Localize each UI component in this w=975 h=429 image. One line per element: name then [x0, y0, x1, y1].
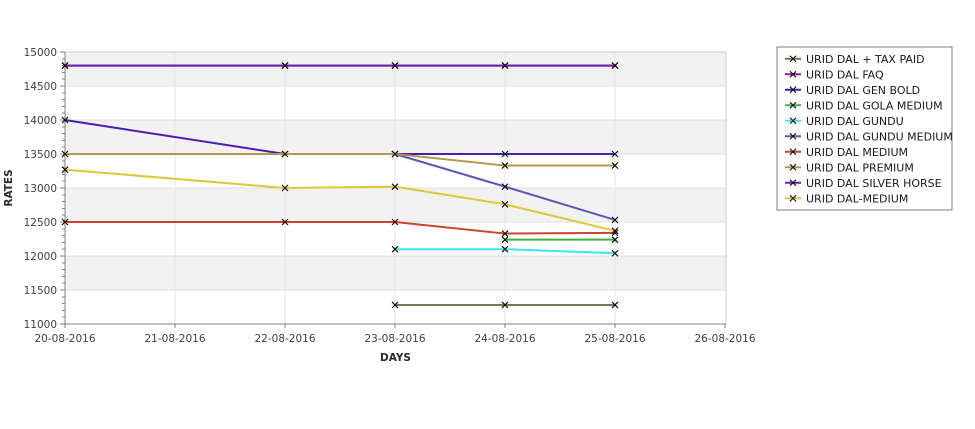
data-point-marker	[391, 62, 399, 70]
series-3-urid-dal-gola-medium	[501, 236, 619, 244]
data-point-marker	[789, 70, 797, 78]
data-point-marker	[611, 236, 619, 244]
series-9-urid-dal-medium	[61, 166, 619, 235]
y-axis-tick-label: 14500	[24, 81, 57, 93]
y-axis-tick-label: 11000	[24, 319, 57, 331]
data-point-marker	[789, 194, 797, 202]
data-point-marker	[611, 227, 619, 235]
legend-label: URID DAL FAQ	[806, 68, 884, 81]
legend-item-urid-dal-gola-medium: URID DAL GOLA MEDIUM	[785, 99, 943, 112]
x-axis-tick-label: 20-08-2016	[34, 333, 95, 345]
data-point-marker	[789, 117, 797, 125]
x-axis-tick-label: 24-08-2016	[474, 333, 535, 345]
legend-label: URID DAL MEDIUM	[806, 146, 908, 159]
x-axis-title: DAYS	[380, 352, 411, 364]
data-point-marker	[501, 200, 509, 208]
data-point-marker	[281, 62, 289, 70]
x-axis-tick-label: 22-08-2016	[254, 333, 315, 345]
legend-item-urid-dal-premium: URID DAL PREMIUM	[785, 161, 914, 174]
data-point-marker	[611, 62, 619, 70]
data-point-marker	[61, 62, 69, 70]
legend-item-urid-dal-silver-horse: URID DAL SILVER HORSE	[785, 177, 942, 190]
series-4-urid-dal-gundu	[391, 245, 619, 257]
data-point-marker	[789, 179, 797, 187]
data-point-marker	[501, 236, 509, 244]
data-point-marker	[789, 132, 797, 140]
data-point-marker	[611, 249, 619, 257]
legend-item-urid-dal-tax-paid: URID DAL + TAX PAID	[785, 53, 925, 66]
data-point-marker	[501, 62, 509, 70]
data-point-marker	[611, 162, 619, 169]
legend-item-urid-dal-medium: URID DAL-MEDIUM	[785, 192, 908, 205]
data-point-marker	[391, 218, 399, 226]
x-axis-tick-label: 21-08-2016	[144, 333, 205, 345]
y-axis-tick-label: 15000	[24, 47, 57, 59]
data-point-marker	[281, 218, 289, 226]
data-point-marker	[281, 184, 289, 192]
data-point-marker	[281, 150, 289, 158]
data-point-marker	[501, 245, 509, 253]
data-point-marker	[611, 301, 619, 309]
data-point-marker	[61, 218, 69, 226]
legend-label: URID DAL GEN BOLD	[806, 84, 920, 97]
y-axis-tick-label: 12000	[24, 251, 57, 263]
data-point-marker	[501, 183, 509, 191]
data-point-marker	[789, 148, 797, 156]
data-point-marker	[789, 86, 797, 94]
legend-item-urid-dal-faq: URID DAL FAQ	[785, 68, 884, 81]
data-point-marker	[501, 230, 509, 237]
legend-label: URID DAL PREMIUM	[806, 161, 914, 174]
data-point-marker	[391, 245, 399, 253]
y-axis-tick-label: 11500	[24, 285, 57, 297]
data-point-marker	[61, 166, 69, 174]
x-axis-tick-label: 26-08-2016	[694, 333, 755, 345]
data-point-marker	[61, 150, 69, 158]
data-point-marker	[61, 116, 69, 124]
series-6-urid-dal-medium	[61, 218, 619, 237]
series-8-urid-dal-silver-horse	[61, 62, 619, 70]
y-axis-tick-label: 13000	[24, 183, 57, 195]
legend-label: URID DAL GUNDU MEDIUM	[806, 130, 953, 143]
legend-item-urid-dal-gen-bold: URID DAL GEN BOLD	[785, 84, 920, 97]
legend-item-urid-dal-medium: URID DAL MEDIUM	[785, 146, 908, 159]
series-0-urid-dal-tax-paid	[391, 301, 619, 309]
data-point-marker	[789, 163, 797, 171]
x-axis-tick-label: 23-08-2016	[364, 333, 425, 345]
y-axis-tick-label: 13500	[24, 149, 57, 161]
data-point-marker	[501, 162, 509, 169]
legend-label: URID DAL SILVER HORSE	[806, 177, 942, 190]
data-point-marker	[391, 301, 399, 309]
data-point-marker	[391, 150, 399, 158]
data-point-marker	[501, 301, 509, 309]
legend-label: URID DAL GUNDU	[806, 115, 904, 128]
legend-item-urid-dal-gundu-medium: URID DAL GUNDU MEDIUM	[785, 130, 953, 143]
series-7-urid-dal-premium	[61, 150, 619, 169]
data-point-marker	[611, 150, 619, 158]
data-point-marker	[391, 183, 399, 191]
data-point-marker	[611, 216, 619, 224]
legend-item-urid-dal-gundu: URID DAL GUNDU	[785, 115, 904, 128]
y-axis-title: RATES	[3, 169, 15, 206]
y-axis-tick-label: 12500	[24, 217, 57, 229]
legend: URID DAL + TAX PAID URID DAL FAQ URID DAL …	[776, 46, 953, 211]
data-point-marker	[501, 150, 509, 158]
data-point-marker	[789, 55, 797, 63]
legend-label: URID DAL + TAX PAID	[806, 53, 925, 66]
axes: 11000 11500 12000 12500 13000 13500 14000 14500…	[3, 47, 756, 364]
y-axis-tick-label: 14000	[24, 115, 57, 127]
x-axis-tick-label: 25-08-2016	[584, 333, 645, 345]
data-point-marker	[789, 101, 797, 109]
legend-label: URID DAL-MEDIUM	[806, 192, 908, 205]
legend-label: URID DAL GOLA MEDIUM	[806, 99, 943, 112]
